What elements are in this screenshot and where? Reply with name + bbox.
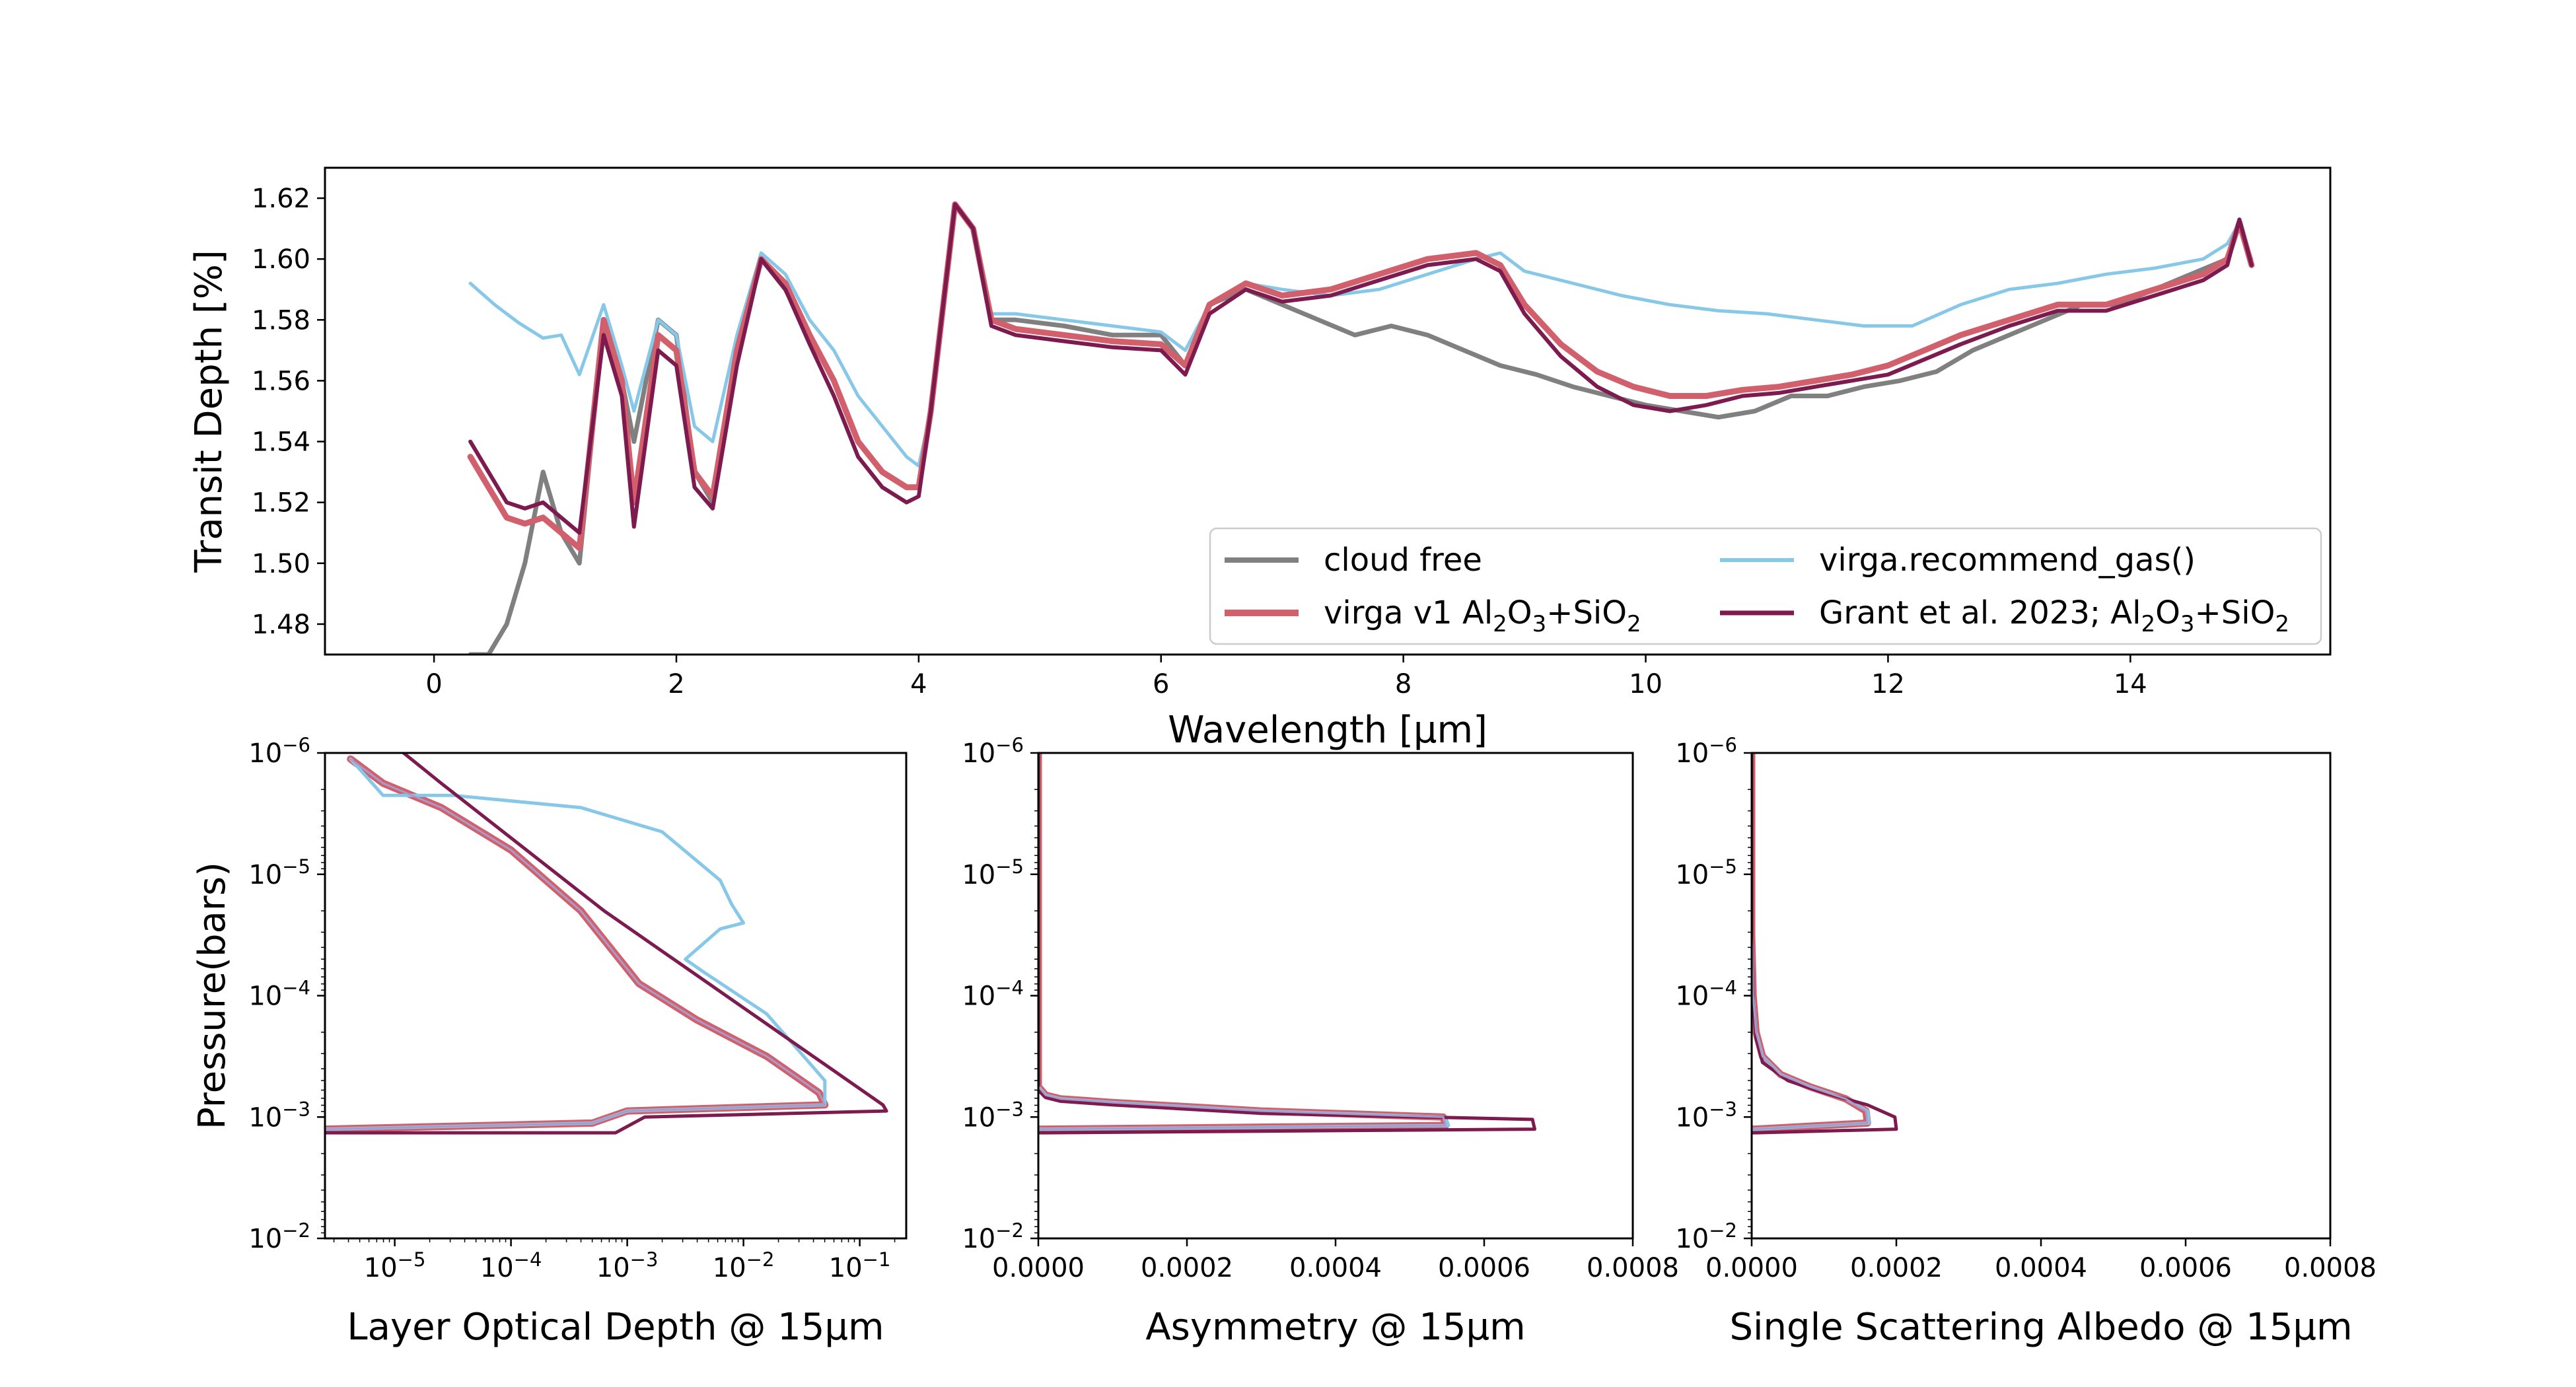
xtick-label: 4 bbox=[910, 669, 927, 699]
xtick-label: 10 bbox=[1629, 669, 1663, 699]
spectrum-lines bbox=[467, 201, 2255, 655]
xtick-label: 0.0008 bbox=[2284, 1253, 2377, 1283]
xtick-label: 10−3 bbox=[596, 1248, 659, 1283]
xtick-label: 0.0002 bbox=[1141, 1253, 1233, 1283]
series-grant bbox=[325, 753, 888, 1135]
ytick-label: 1.60 bbox=[252, 244, 310, 275]
xtick-label: 0.0000 bbox=[992, 1253, 1085, 1283]
ytick-label: 10−4 bbox=[248, 977, 310, 1012]
xtick-label: 0 bbox=[425, 669, 442, 699]
ytick-label: 10−3 bbox=[962, 1098, 1024, 1133]
ytick-label: 1.52 bbox=[252, 488, 310, 518]
ytick-label: 1.56 bbox=[252, 366, 310, 396]
legend-box bbox=[1209, 527, 2322, 645]
albedo-panel: 10−6 10−5 10−4 10−3 10−20.0000 0.0002 0.0004 0.… bbox=[1675, 734, 2377, 1349]
xtick-label: 12 bbox=[1871, 669, 1905, 699]
legend-label-cloud_free: cloud free bbox=[1324, 542, 1482, 579]
ytick-label: 1.54 bbox=[252, 427, 310, 458]
ytick-label: 10−2 bbox=[962, 1219, 1024, 1254]
spectrum-panel: 0 2 4 6 8 10 12 14 1.48 1.50 1.52 1.54 1.56 1.58 1.60 1… bbox=[188, 166, 2332, 752]
series-grant bbox=[1038, 753, 1536, 1135]
albedo-lines bbox=[1752, 753, 1898, 1135]
xtick-label: 10−1 bbox=[829, 1248, 891, 1283]
legend-label-virga_v1: virga v1 Al2O3+SiO2 bbox=[1324, 594, 1641, 637]
x-axis-label: Wavelength [μm] bbox=[1168, 709, 1487, 752]
ytick-label: 10−6 bbox=[962, 734, 1024, 769]
ytick-label: 10−3 bbox=[248, 1098, 310, 1133]
asymmetry-lines bbox=[1038, 753, 1536, 1135]
ytick-label: 1.48 bbox=[252, 610, 310, 640]
xtick-label: 0.0002 bbox=[1850, 1253, 1943, 1283]
x-axis-label: Single Scattering Albedo @ 15μm bbox=[1729, 1306, 2352, 1349]
ytick-label: 10−6 bbox=[1675, 734, 1737, 769]
ytick-label: 10−6 bbox=[248, 734, 310, 769]
optical-depth-panel: 10−6 10−5 10−4 10−3 10−2 10−5 10−4 10−3 10−2 10−1… bbox=[191, 734, 908, 1349]
xtick-label: 10−2 bbox=[713, 1248, 775, 1283]
ytick-label: 1.50 bbox=[252, 549, 310, 579]
y-axis-label: Transit Depth [%] bbox=[188, 250, 231, 573]
xtick-label: 0.0006 bbox=[1438, 1253, 1530, 1283]
legend-label-recommend_gas: virga.recommend_gas() bbox=[1819, 542, 2196, 579]
ytick-label: 10−2 bbox=[1675, 1219, 1737, 1254]
series-inner_light bbox=[1038, 753, 1447, 1131]
spectrum-frame bbox=[324, 166, 2332, 656]
y-axis-label: Pressure(bars) bbox=[191, 862, 234, 1129]
series-grant bbox=[468, 202, 2254, 535]
ytick-label: 10−5 bbox=[248, 855, 310, 890]
xtick-label: 0.0008 bbox=[1587, 1253, 1679, 1283]
ytick-label: 10−2 bbox=[248, 1219, 310, 1254]
xtick-label: 2 bbox=[668, 669, 684, 699]
ytick-label: 10−5 bbox=[962, 855, 1024, 890]
x-axis-label: Asymmetry @ 15μm bbox=[1145, 1306, 1525, 1349]
xtick-label: 0.0006 bbox=[2139, 1253, 2232, 1283]
xtick-label: 10−4 bbox=[480, 1248, 542, 1283]
ytick-label: 10−4 bbox=[962, 977, 1024, 1012]
series-virga_v1 bbox=[467, 201, 2255, 551]
xtick-label: 10−5 bbox=[364, 1248, 426, 1283]
xtick-label: 0.0000 bbox=[1705, 1253, 1798, 1283]
x-axis-label: Layer Optical Depth @ 15μm bbox=[347, 1306, 884, 1349]
optical_depth-lines bbox=[325, 753, 888, 1135]
legend-label-grant: Grant et al. 2023; Al2O3+SiO2 bbox=[1819, 594, 2289, 637]
ytick-label: 10−3 bbox=[1675, 1098, 1737, 1133]
asymmetry-panel: 10−6 10−5 10−4 10−3 10−20.0000 0.0002 0.0004 0.… bbox=[962, 734, 1679, 1349]
xtick-label: 0.0004 bbox=[1995, 1253, 2087, 1283]
xtick-label: 8 bbox=[1395, 669, 1412, 699]
ytick-label: 1.62 bbox=[252, 184, 310, 214]
xtick-label: 6 bbox=[1153, 669, 1169, 699]
ytick-label: 10−5 bbox=[1675, 855, 1737, 890]
ytick-label: 1.58 bbox=[252, 305, 310, 336]
xtick-label: 14 bbox=[2114, 669, 2147, 699]
ytick-label: 10−4 bbox=[1675, 977, 1737, 1012]
xtick-label: 0.0004 bbox=[1289, 1253, 1382, 1283]
series-inner_light bbox=[1752, 753, 1869, 1131]
series-inner_light bbox=[325, 758, 826, 1131]
series-recommend_gas bbox=[468, 202, 2254, 468]
